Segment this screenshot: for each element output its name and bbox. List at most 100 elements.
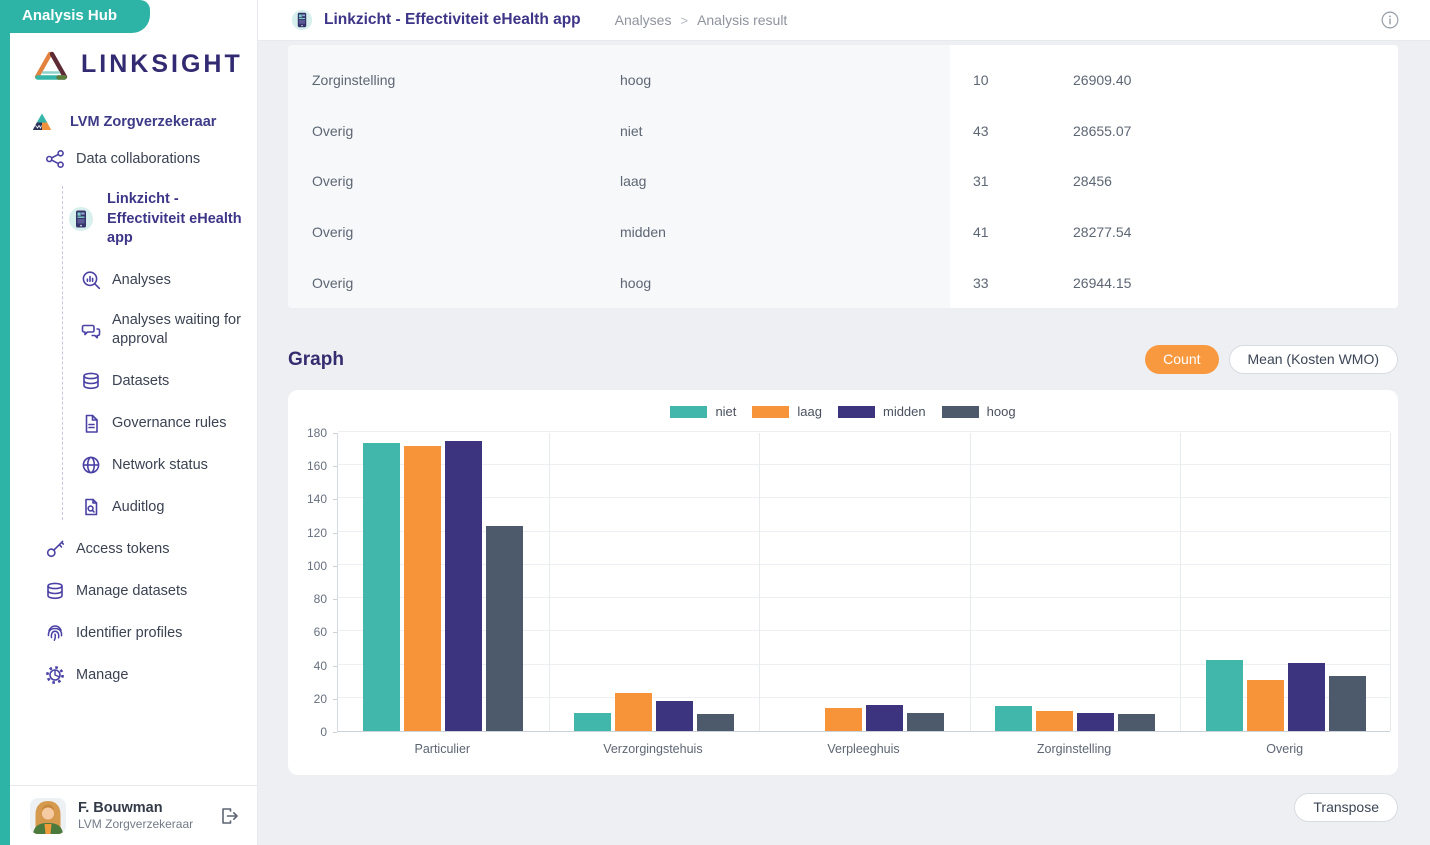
sidebar: LINKSIGHT LVM Zorgverzekeraar Data <box>10 0 258 845</box>
y-axis-tick-mark <box>333 565 337 567</box>
breadcrumb-analyses[interactable]: Analyses <box>614 12 672 28</box>
gridline <box>338 597 1390 599</box>
x-axis-category-label: Zorginstelling <box>1036 742 1112 756</box>
table-cell: 28456 <box>1073 173 1112 190</box>
data-collaborations-label: Data collaborations <box>76 151 201 167</box>
legend-swatch <box>941 405 979 418</box>
sidebar-item-governance-rules[interactable]: Governance rules <box>62 402 257 444</box>
identifier-profiles-label: Identifier profiles <box>76 624 183 641</box>
table-cell: 31 <box>973 173 989 190</box>
transpose-button[interactable]: Transpose <box>1294 793 1398 822</box>
manage-datasets-label: Manage datasets <box>76 582 188 599</box>
datasets-label: Datasets <box>112 372 170 389</box>
result-table: Zorginstelling hoog 10 26909.40 Overig niet 43… <box>288 45 1398 308</box>
legend-label: hoog <box>986 404 1016 419</box>
sidebar-item-organisation[interactable]: LVM Zorgverzekeraar <box>31 112 257 132</box>
table-row: Overig niet 43 28655.07 <box>288 106 1398 157</box>
logout-icon[interactable] <box>217 804 241 828</box>
sidebar-item-analyses[interactable]: Analyses <box>62 259 257 301</box>
table-cell: laag <box>620 173 647 190</box>
bar-group <box>970 433 1181 731</box>
page-title: Linkzicht - Effectiviteit eHealth app <box>324 11 581 28</box>
table-cell: 26909.40 <box>1073 72 1132 89</box>
group-separator <box>1180 433 1182 731</box>
chat-bubbles-icon <box>80 319 102 341</box>
gridline <box>338 563 1390 565</box>
x-axis-category-label: Particulier <box>414 742 471 756</box>
key-icon <box>44 538 66 560</box>
content: Zorginstelling hoog 10 26909.40 Overig niet 43… <box>258 41 1430 822</box>
group-separator <box>969 433 971 731</box>
bar-midden <box>445 441 483 731</box>
table-cell: hoog <box>620 72 652 89</box>
gridline <box>338 464 1390 466</box>
analyses-label: Analyses <box>112 271 171 288</box>
sidebar-item-access-tokens[interactable]: Access tokens <box>10 528 257 570</box>
sidebar-item-manage[interactable]: Manage <box>10 654 257 696</box>
table-cell: 26944.15 <box>1073 274 1132 291</box>
collaboration-subtree: Linkzicht - Effectiviteit eHealth app An… <box>62 180 257 528</box>
graph-header-row: Graph Count Mean (Kosten WMO) <box>288 345 1398 374</box>
legend-swatch <box>752 405 790 418</box>
bar-midden <box>655 701 693 731</box>
group-separator <box>548 433 550 731</box>
sidebar-item-identifier-profiles[interactable]: Identifier profiles <box>10 612 257 654</box>
brand-accent-strip <box>0 0 10 845</box>
sidebar-item-data-collaborations[interactable]: Data collaborations <box>10 138 257 180</box>
count-toggle-button[interactable]: Count <box>1145 345 1219 374</box>
gridline <box>338 663 1390 665</box>
sidebar-item-manage-datasets[interactable]: Manage datasets <box>10 570 257 612</box>
bar-hoog <box>1118 714 1156 731</box>
y-axis-tick-label: 180 <box>306 426 327 440</box>
bar-hoog <box>486 525 524 731</box>
y-axis-tick-label: 100 <box>306 558 327 573</box>
analyses-search-chart-icon <box>80 269 102 291</box>
user-name: F. Bouwman <box>78 799 163 816</box>
table-cell: Overig <box>312 122 354 139</box>
table-cell: Overig <box>312 224 354 241</box>
y-axis-tick-label: 80 <box>313 592 327 607</box>
transpose-row: Transpose <box>288 793 1398 822</box>
sidebar-item-analyses-waiting[interactable]: Analyses waiting for approval <box>62 301 257 360</box>
table-row: Overig laag 31 28456 <box>288 156 1398 207</box>
table-cell: midden <box>620 224 666 241</box>
table-cell: 28655.07 <box>1073 122 1132 139</box>
table-row: Overig midden 41 28277.54 <box>288 207 1398 258</box>
table-row: Zorginstelling hoog 10 26909.40 <box>288 55 1398 106</box>
sidebar-item-auditlog[interactable]: Auditlog <box>62 486 257 528</box>
linksight-wordmark: LINKSIGHT <box>81 49 243 78</box>
sidebar-item-network-status[interactable]: Network status <box>62 444 257 486</box>
fingerprint-icon <box>44 622 66 644</box>
analysis-hub-label: Analysis Hub <box>22 7 118 24</box>
user-organisation: LVM Zorgverzekeraar <box>78 817 194 832</box>
y-axis-tick-mark <box>333 532 337 534</box>
table-cell: Overig <box>312 274 354 291</box>
bar-midden <box>1287 663 1325 731</box>
table-row: Overig hoog 33 26944.15 <box>288 257 1398 308</box>
y-axis-tick-label: 60 <box>313 625 327 640</box>
bar-laag <box>825 707 863 731</box>
y-axis-tick-label: 0 <box>320 725 327 739</box>
database-icon <box>44 580 66 602</box>
table-cell: Zorginstelling <box>312 72 396 89</box>
analysis-hub-badge: Analysis Hub <box>0 0 150 33</box>
avatar <box>30 797 66 834</box>
linksight-logo: LINKSIGHT <box>30 46 257 82</box>
analyses-waiting-label: Analyses waiting for approval <box>112 311 241 348</box>
bar-niet <box>1205 659 1243 731</box>
y-axis-tick-label: 160 <box>306 459 327 474</box>
bar-group <box>759 433 970 731</box>
auditlog-label: Auditlog <box>112 498 165 515</box>
mean-toggle-button[interactable]: Mean (Kosten WMO) <box>1228 345 1398 374</box>
info-icon[interactable] <box>1380 10 1400 30</box>
table-cell: 28277.54 <box>1073 224 1132 241</box>
sidebar-item-datasets[interactable]: Datasets <box>62 360 257 402</box>
table-cell: niet <box>620 122 643 139</box>
main-area: Linkzicht - Effectiviteit eHealth app An… <box>258 0 1430 845</box>
y-axis-tick-label: 40 <box>313 658 327 673</box>
bar-midden <box>1077 712 1115 731</box>
legend-swatch <box>670 405 708 418</box>
bar-hoog <box>696 714 734 731</box>
sidebar-item-linkzicht-project[interactable]: Linkzicht - Effectiviteit eHealth app <box>62 180 257 259</box>
legend-swatch <box>837 405 875 418</box>
